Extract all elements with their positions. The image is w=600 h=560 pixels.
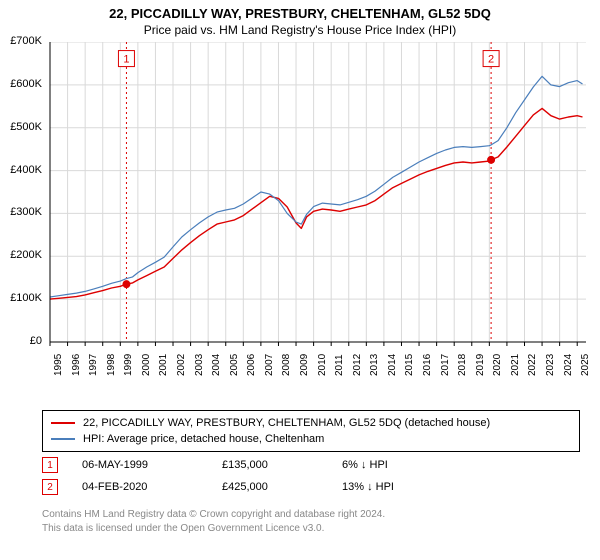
x-axis-tick-label: 1996: [71, 354, 82, 376]
y-axis-tick-label: £300K: [4, 206, 42, 218]
legend-row: HPI: Average price, detached house, Chel…: [51, 431, 571, 447]
chart-svg: 12: [0, 42, 600, 402]
x-axis-tick-label: 2019: [475, 354, 486, 376]
marker-row: 2 04-FEB-2020£425,00013% ↓ HPI: [42, 476, 562, 498]
footer-line1: Contains HM Land Registry data © Crown c…: [42, 508, 562, 522]
x-axis-tick-label: 2013: [369, 354, 380, 376]
x-axis-tick-label: 2003: [194, 354, 205, 376]
chart-area: 12 £0£100K£200K£300K£400K£500K£600K£700K…: [0, 42, 600, 402]
y-axis-tick-label: £0: [4, 335, 42, 347]
legend-swatch: [51, 422, 75, 424]
x-axis-tick-label: 2002: [176, 354, 187, 376]
x-axis-tick-label: 2006: [246, 354, 257, 376]
x-axis-tick-label: 2010: [317, 354, 328, 376]
x-axis-tick-label: 2025: [580, 354, 591, 376]
x-axis-tick-label: 2012: [352, 354, 363, 376]
x-axis-tick-label: 2009: [299, 354, 310, 376]
x-axis-tick-label: 2018: [457, 354, 468, 376]
marker-badge: 2: [42, 479, 58, 495]
legend-label: HPI: Average price, detached house, Chel…: [83, 433, 324, 445]
x-axis-tick-label: 1997: [88, 354, 99, 376]
root: 22, PICCADILLY WAY, PRESTBURY, CHELTENHA…: [0, 0, 600, 560]
x-axis-tick-label: 1995: [53, 354, 64, 376]
x-axis-tick-label: 2014: [387, 354, 398, 376]
marker-price: £135,000: [222, 459, 342, 471]
y-axis-tick-label: £200K: [4, 249, 42, 261]
x-axis-tick-label: 2005: [229, 354, 240, 376]
x-axis-tick-label: 2004: [211, 354, 222, 376]
y-axis-tick-label: £500K: [4, 121, 42, 133]
x-axis-tick-label: 2016: [422, 354, 433, 376]
y-axis-tick-label: £400K: [4, 164, 42, 176]
x-axis-tick-label: 2017: [440, 354, 451, 376]
legend-box: 22, PICCADILLY WAY, PRESTBURY, CHELTENHA…: [42, 410, 580, 452]
svg-text:1: 1: [123, 54, 129, 66]
y-axis-tick-label: £100K: [4, 292, 42, 304]
x-axis-tick-label: 2024: [563, 354, 574, 376]
x-axis-tick-label: 2020: [492, 354, 503, 376]
marker-row: 1 06-MAY-1999£135,0006% ↓ HPI: [42, 454, 562, 476]
y-axis-tick-label: £700K: [4, 35, 42, 47]
legend-label: 22, PICCADILLY WAY, PRESTBURY, CHELTENHA…: [83, 417, 490, 429]
x-axis-tick-label: 2001: [158, 354, 169, 376]
marker-date: 06-MAY-1999: [82, 459, 222, 471]
marker-price: £425,000: [222, 481, 342, 493]
x-axis-tick-label: 2021: [510, 354, 521, 376]
x-axis-tick-label: 2015: [404, 354, 415, 376]
x-axis-tick-label: 2000: [141, 354, 152, 376]
footer-line2: This data is licensed under the Open Gov…: [42, 522, 562, 536]
chart-subtitle: Price paid vs. HM Land Registry's House …: [0, 23, 600, 37]
chart-title: 22, PICCADILLY WAY, PRESTBURY, CHELTENHA…: [0, 6, 600, 21]
x-axis-tick-label: 2023: [545, 354, 556, 376]
x-axis-tick-label: 2022: [527, 354, 538, 376]
marker-delta: 13% ↓ HPI: [342, 481, 502, 493]
x-axis-tick-label: 2011: [334, 354, 345, 376]
marker-date: 04-FEB-2020: [82, 481, 222, 493]
x-axis-tick-label: 1999: [123, 354, 134, 376]
footer-attribution: Contains HM Land Registry data © Crown c…: [42, 508, 562, 535]
marker-table: 1 06-MAY-1999£135,0006% ↓ HPI 2 04-FEB-2020…: [42, 454, 562, 498]
legend-row: 22, PICCADILLY WAY, PRESTBURY, CHELTENHA…: [51, 415, 571, 431]
y-axis-tick-label: £600K: [4, 78, 42, 90]
x-axis-tick-label: 2007: [264, 354, 275, 376]
legend-swatch: [51, 438, 75, 440]
x-axis-tick-label: 1998: [106, 354, 117, 376]
marker-delta: 6% ↓ HPI: [342, 459, 502, 471]
x-axis-tick-label: 2008: [281, 354, 292, 376]
svg-text:2: 2: [488, 54, 494, 66]
titles: 22, PICCADILLY WAY, PRESTBURY, CHELTENHA…: [0, 0, 600, 37]
marker-badge: 1: [42, 457, 58, 473]
